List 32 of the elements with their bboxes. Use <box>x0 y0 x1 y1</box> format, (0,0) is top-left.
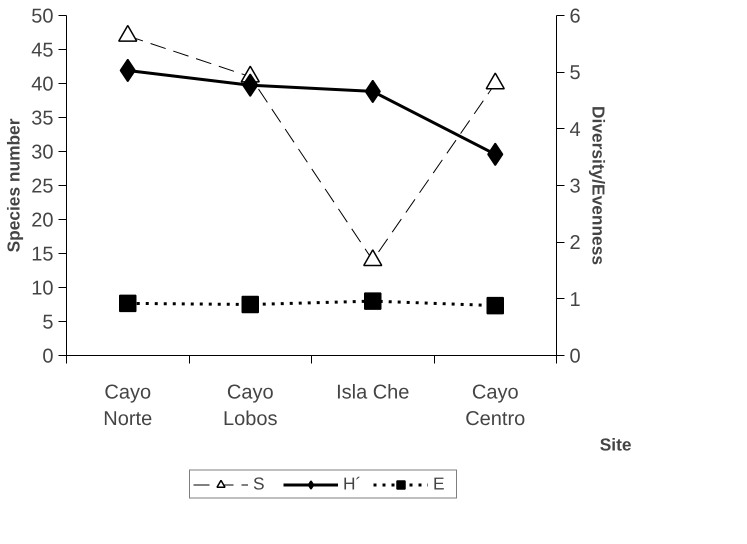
legend-label: S <box>253 474 266 494</box>
y2-axis-title: Diversity/Evenness <box>588 106 609 265</box>
y2-tick-label: 0 <box>570 346 581 368</box>
point <box>486 296 504 314</box>
y-tick-label: 35 <box>31 108 54 130</box>
legend-label: H´ <box>343 474 362 494</box>
legend-label: E <box>433 474 446 494</box>
point <box>242 296 259 314</box>
y2-tick-label: 6 <box>570 6 581 28</box>
x-tick-label: Cayo Norte <box>103 382 152 430</box>
y-tick-label: 45 <box>31 40 54 62</box>
y-tick-label: 0 <box>42 346 54 368</box>
y-tick-label: 25 <box>31 176 54 198</box>
y2-tick-label: 4 <box>570 118 581 141</box>
point <box>364 292 382 310</box>
y-tick-label: 50 <box>31 6 54 28</box>
point <box>119 294 136 312</box>
y2-tick-label: 2 <box>570 232 581 254</box>
y-tick-label: 40 <box>31 74 54 96</box>
y-tick-label: 15 <box>31 244 54 266</box>
x-axis-title: Site <box>600 434 632 454</box>
x-tick-label: Cayo Lobos <box>223 382 278 430</box>
y2-tick-label: 3 <box>570 176 581 198</box>
x-tick-label: Isla Che <box>336 382 410 404</box>
y-tick-label: 5 <box>42 312 54 334</box>
y-tick-label: 20 <box>31 210 54 232</box>
y2-tick-label: 1 <box>570 288 581 311</box>
x-tick-label: Cayo Centro <box>465 382 526 430</box>
y2-tick-label: 5 <box>570 62 581 84</box>
y-axis-title: Species number <box>3 118 24 252</box>
y-tick-label: 30 <box>31 142 54 164</box>
y-tick-label: 10 <box>31 278 54 300</box>
